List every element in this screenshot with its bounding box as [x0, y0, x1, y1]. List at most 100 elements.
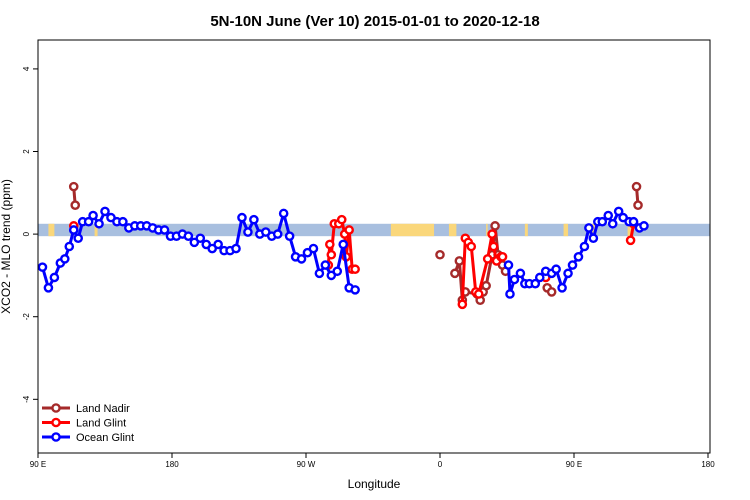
- data-point: [563, 268, 573, 279]
- data-point: [73, 233, 83, 244]
- data-point: [332, 266, 343, 277]
- data-point: [296, 254, 307, 264]
- data-point: [534, 272, 545, 283]
- data-point: [567, 260, 578, 270]
- legend: Land Nadir Land Glint Ocean Glint: [42, 403, 134, 444]
- ocean-band: [38, 223, 710, 237]
- data-point: [159, 225, 170, 235]
- data-point: [70, 200, 81, 210]
- x-axis: 90 E 180 90 W 0 90 E 180: [30, 453, 715, 469]
- legend-item: Land Glint: [42, 418, 126, 430]
- data-point: [344, 225, 354, 235]
- data-point: [588, 233, 599, 244]
- data-point: [60, 254, 70, 264]
- data-point: [49, 272, 60, 283]
- legend-label: Ocean Glint: [76, 432, 134, 444]
- land-band-segment: [524, 223, 528, 237]
- land-band-segment: [448, 223, 457, 237]
- data-point: [338, 239, 349, 250]
- data-point: [457, 299, 468, 310]
- data-point: [481, 280, 491, 291]
- data-point: [64, 241, 75, 252]
- x-axis-label: Longitude: [348, 477, 401, 491]
- legend-item: Ocean Glint: [42, 432, 134, 444]
- y-axis: -4 -2 0 2 4: [22, 66, 38, 403]
- data-point: [579, 241, 590, 252]
- data-point: [183, 231, 194, 241]
- data-point: [497, 252, 508, 262]
- x-tick-label: 180: [165, 460, 179, 469]
- data-point: [488, 241, 499, 252]
- data-point: [546, 287, 557, 297]
- data-point: [350, 285, 360, 295]
- data-point: [482, 254, 493, 264]
- data-point: [613, 206, 624, 217]
- data-point: [625, 235, 636, 246]
- data-point: [326, 249, 337, 260]
- data-point: [487, 229, 497, 239]
- data-point: [490, 221, 500, 231]
- y-tick-label: 4: [22, 66, 31, 71]
- x-tick-label: 180: [701, 460, 715, 469]
- y-tick-label: 2: [22, 149, 31, 154]
- data-point: [454, 256, 465, 266]
- data-point: [213, 239, 223, 250]
- data-point: [231, 243, 241, 254]
- series-ocean-glint: [37, 206, 649, 299]
- data-point: [68, 181, 79, 192]
- x-tick-label: 90 W: [297, 460, 316, 469]
- data-point: [503, 260, 514, 270]
- data-point: [336, 214, 347, 225]
- data-point: [118, 216, 128, 227]
- data-point: [628, 216, 639, 227]
- land-band-segment: [591, 223, 595, 237]
- land-band-segment: [563, 223, 569, 237]
- data-point: [584, 223, 594, 233]
- legend-label: Land Glint: [76, 418, 126, 430]
- data-point: [557, 282, 567, 293]
- legend-marker: [51, 417, 61, 428]
- data-point: [278, 208, 289, 219]
- background-band: [38, 223, 710, 237]
- data-point: [633, 200, 643, 210]
- x-tick-label: 0: [438, 460, 443, 469]
- data-point: [515, 268, 526, 279]
- y-tick-label: -4: [22, 395, 31, 403]
- legend-marker: [51, 432, 61, 442]
- data-point: [314, 268, 325, 279]
- land-band-segment: [94, 223, 98, 237]
- data-point: [272, 229, 283, 239]
- data-point: [573, 252, 584, 262]
- data-point: [603, 210, 614, 221]
- data-point: [466, 241, 477, 252]
- data-point: [88, 210, 98, 221]
- data-point: [631, 181, 642, 192]
- data-point: [551, 264, 561, 275]
- y-tick-label: -2: [22, 313, 31, 321]
- series-layer: [37, 181, 649, 310]
- chart-title: 5N-10N June (Ver 10) 2015-01-01 to 2020-…: [210, 13, 539, 30]
- data-point: [473, 289, 484, 299]
- data-point: [450, 268, 460, 279]
- data-point: [243, 227, 253, 237]
- land-band-segment: [48, 223, 55, 237]
- land-band-segment: [627, 223, 633, 237]
- data-point: [320, 260, 331, 270]
- land-band-segment: [486, 223, 488, 237]
- legend-item: Land Nadir: [42, 403, 130, 415]
- land-band-segment: [390, 223, 435, 237]
- data-point: [639, 221, 649, 231]
- data-point: [435, 249, 445, 260]
- legend-marker: [51, 403, 61, 413]
- x-tick-label: 90 E: [566, 460, 582, 469]
- legend-label: Land Nadir: [76, 403, 130, 415]
- data-point: [195, 233, 206, 244]
- y-axis-label: XCO2 - MLO trend (ppm): [0, 179, 13, 314]
- data-point: [83, 216, 94, 227]
- data-point: [43, 282, 54, 293]
- data-point: [237, 212, 247, 223]
- x-tick-label: 90 E: [30, 460, 46, 469]
- data-point: [350, 264, 360, 275]
- data-point: [530, 278, 541, 289]
